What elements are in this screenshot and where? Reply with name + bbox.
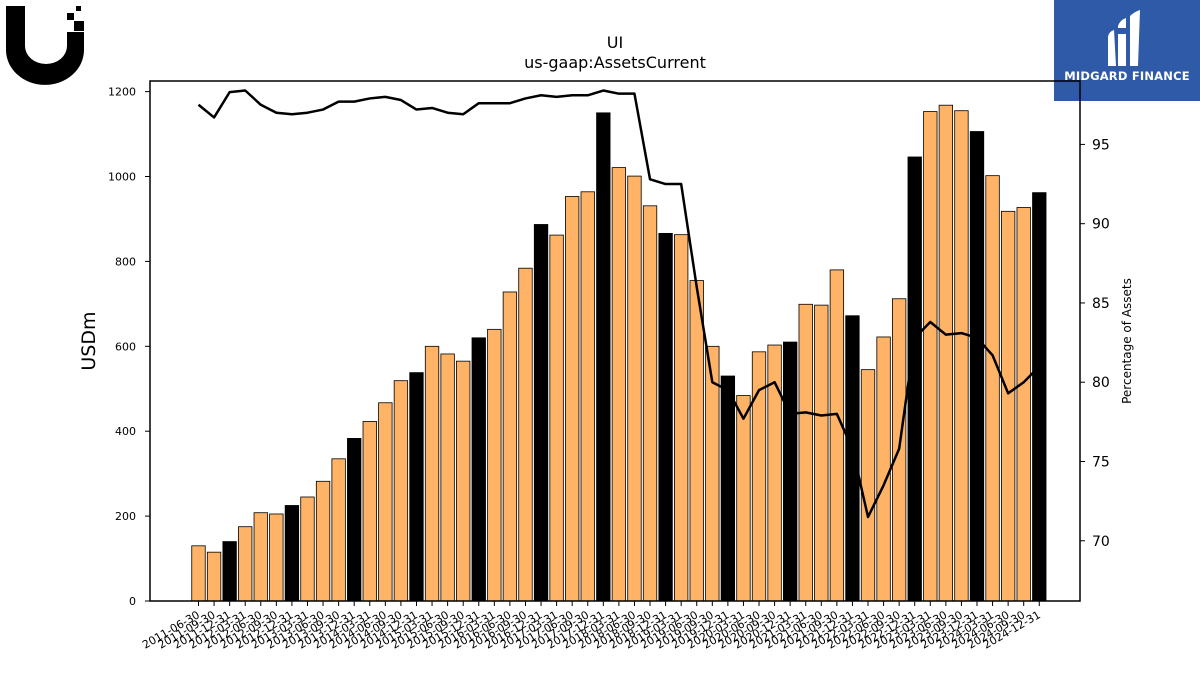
y-tick-label: 1200 (108, 86, 136, 99)
y2-tick-label: 95 (1092, 137, 1110, 153)
bar (860, 369, 876, 602)
bar (642, 205, 658, 602)
bar (611, 167, 627, 602)
bar (269, 513, 284, 602)
bar (938, 104, 954, 602)
bar (549, 234, 564, 602)
bar (222, 541, 237, 602)
y2-tick-label: 80 (1092, 375, 1110, 391)
bar (315, 480, 331, 602)
line-series (197, 89, 1041, 519)
y-axis-right: 70 75 80 85 90 95 (1080, 137, 1110, 550)
bar (627, 175, 642, 602)
bar (1016, 207, 1031, 602)
y-tick-label: 600 (115, 340, 136, 353)
ubiquiti-logo (4, 4, 88, 92)
x-axis: 2011-06-302011-09-302011-12-312012-03-31… (140, 601, 1043, 652)
bar (362, 421, 377, 602)
bar (783, 341, 798, 602)
y-tick-label: 1000 (108, 171, 136, 184)
bar (409, 372, 424, 602)
y-tick-label: 800 (115, 255, 136, 268)
bar (969, 131, 985, 602)
bar (347, 438, 362, 602)
bar (565, 196, 580, 602)
bar (720, 375, 736, 602)
bar (253, 512, 268, 602)
chart-subtitle: us-gaap:AssetsCurrent (524, 53, 706, 72)
bar (518, 267, 533, 602)
bar (814, 304, 829, 602)
bar (424, 345, 440, 602)
bar (502, 291, 518, 602)
y-tick-label: 200 (115, 510, 136, 523)
midgard-finance-logo-icon (1108, 10, 1140, 66)
bar (487, 328, 502, 602)
y2-tick-label: 85 (1092, 296, 1110, 312)
bar (580, 191, 595, 602)
bar (736, 395, 751, 602)
plot-frame (149, 80, 1081, 602)
y-axis-left: 0 200 400 600 800 1000 1200 (108, 86, 150, 608)
bar (533, 224, 549, 602)
bar (331, 458, 346, 602)
bar (1000, 210, 1016, 602)
y2-tick-label: 90 (1092, 217, 1110, 233)
bar (923, 111, 938, 602)
bar (300, 496, 315, 602)
bar (378, 402, 393, 602)
bar (658, 232, 673, 602)
bar (845, 315, 860, 602)
ubiquiti-u-icon (6, 6, 84, 85)
bar (596, 112, 611, 602)
bar (954, 110, 969, 602)
bar (191, 545, 206, 602)
bar (829, 269, 845, 602)
bar (238, 526, 253, 602)
y2-tick-label: 70 (1092, 534, 1110, 550)
bar (689, 280, 704, 602)
y2-axis-label: Percentage of Assets (1120, 278, 1134, 404)
bar (471, 337, 486, 602)
y2-tick-label: 75 (1092, 454, 1110, 470)
midgard-finance-logo: MIDGARD FINANCE (1054, 0, 1200, 101)
bar (674, 234, 689, 602)
bar (1032, 192, 1047, 602)
bar (456, 360, 471, 602)
bar (284, 505, 300, 602)
bar-series (191, 104, 1047, 602)
bar (876, 336, 891, 602)
y-axis-label: USDm (78, 311, 100, 370)
bar (393, 380, 409, 602)
bar (206, 551, 222, 602)
y-tick-label: 0 (129, 595, 136, 608)
y-tick-label: 400 (115, 425, 136, 438)
bar (985, 175, 1000, 602)
chart-title: UI (607, 33, 623, 52)
brand-name: MIDGARD FINANCE (1064, 69, 1190, 83)
percentage-line (197, 89, 1041, 519)
bar (798, 303, 813, 602)
bar (440, 353, 455, 602)
